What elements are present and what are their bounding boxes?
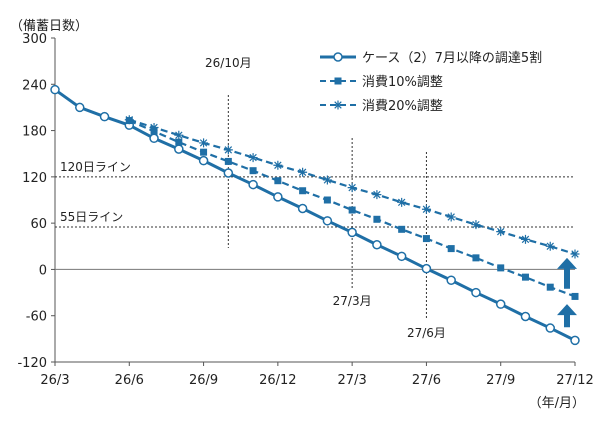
- y-tick-label: -120: [17, 356, 47, 371]
- y-axis-title: （備蓄日数）: [10, 18, 88, 34]
- point-marker: [297, 203, 308, 214]
- point-marker: [571, 292, 579, 300]
- point-marker: [298, 167, 308, 177]
- point-marker: [273, 160, 283, 170]
- legend-label: 消費20%調整: [362, 99, 443, 114]
- point-marker: [447, 245, 455, 253]
- point-marker: [348, 206, 356, 214]
- y-tick-label: 240: [22, 78, 47, 93]
- point-marker: [333, 100, 343, 110]
- legend-label: ケース（2）7月以降の調達5割: [362, 50, 542, 66]
- point-marker: [396, 251, 407, 262]
- point-marker: [497, 264, 505, 272]
- point-marker: [273, 192, 283, 202]
- point-marker: [372, 239, 382, 250]
- point-marker: [397, 197, 407, 207]
- point-marker: [545, 323, 555, 333]
- vline-label: 26/10月: [205, 56, 252, 70]
- point-marker: [471, 220, 481, 230]
- x-tick-label: 26/9: [189, 373, 218, 388]
- vline-label: 27/3月: [333, 294, 372, 308]
- point-marker: [198, 155, 209, 166]
- point-marker: [149, 133, 159, 144]
- point-marker: [149, 122, 159, 132]
- point-marker: [471, 287, 481, 298]
- point-marker: [421, 204, 431, 214]
- x-tick-label: 27/3: [338, 373, 367, 388]
- y-tick-label: 120: [22, 171, 47, 186]
- point-marker: [422, 235, 430, 243]
- point-marker: [347, 183, 357, 193]
- point-marker: [373, 215, 381, 223]
- point-marker: [520, 311, 531, 322]
- point-marker: [521, 273, 529, 281]
- point-marker: [398, 225, 406, 233]
- point-marker: [249, 167, 257, 175]
- x-tick-label: 27/6: [412, 373, 441, 388]
- point-marker: [174, 144, 184, 154]
- vline-label: 27/6月: [407, 326, 446, 340]
- point-marker: [124, 115, 134, 125]
- y-tick-label: 180: [22, 125, 47, 140]
- point-marker: [495, 299, 506, 309]
- point-marker: [199, 138, 209, 148]
- point-marker: [322, 175, 332, 185]
- point-marker: [223, 168, 234, 178]
- y-tick-label: 300: [22, 32, 47, 47]
- y-tick-label: 60: [30, 217, 47, 232]
- point-marker: [322, 216, 333, 226]
- point-marker: [446, 212, 456, 222]
- point-marker: [446, 275, 456, 285]
- series-line-1: [54, 88, 576, 342]
- x-tick-label: 26/12: [259, 373, 296, 388]
- point-marker: [50, 84, 60, 95]
- point-marker: [223, 145, 233, 155]
- point-marker: [520, 234, 530, 244]
- point-marker: [248, 179, 258, 190]
- point-marker: [545, 241, 555, 251]
- x-tick-label: 26/3: [40, 373, 69, 388]
- point-marker: [472, 254, 480, 262]
- legend-label: 消費10%調整: [362, 75, 443, 90]
- point-marker: [372, 190, 382, 200]
- point-marker: [299, 187, 307, 195]
- point-marker: [421, 263, 432, 274]
- point-marker: [224, 157, 232, 165]
- point-marker: [75, 102, 85, 113]
- y-tick-label: 0: [39, 263, 47, 278]
- x-tick-label: 27/9: [486, 373, 515, 388]
- hline-label: 55日ライン: [60, 210, 123, 224]
- point-marker: [334, 77, 342, 85]
- point-marker: [248, 153, 258, 163]
- point-marker: [347, 227, 357, 238]
- x-axis-title: （年/月）: [529, 396, 585, 411]
- point-marker: [99, 111, 110, 122]
- point-marker: [570, 249, 580, 259]
- point-marker: [496, 227, 506, 237]
- point-marker: [570, 335, 580, 346]
- point-marker: [333, 52, 343, 62]
- up-arrow-icon: [557, 257, 577, 289]
- point-marker: [175, 138, 183, 146]
- y-tick-label: -60: [26, 310, 47, 325]
- point-marker: [546, 283, 554, 291]
- point-marker: [200, 148, 208, 156]
- x-tick-label: 26/6: [115, 373, 144, 388]
- point-marker: [274, 177, 282, 185]
- up-arrow-icon: [557, 304, 577, 328]
- point-marker: [174, 130, 184, 140]
- x-tick-label: 27/12: [556, 373, 593, 388]
- hline-label: 120日ライン: [60, 160, 131, 174]
- point-marker: [323, 196, 331, 204]
